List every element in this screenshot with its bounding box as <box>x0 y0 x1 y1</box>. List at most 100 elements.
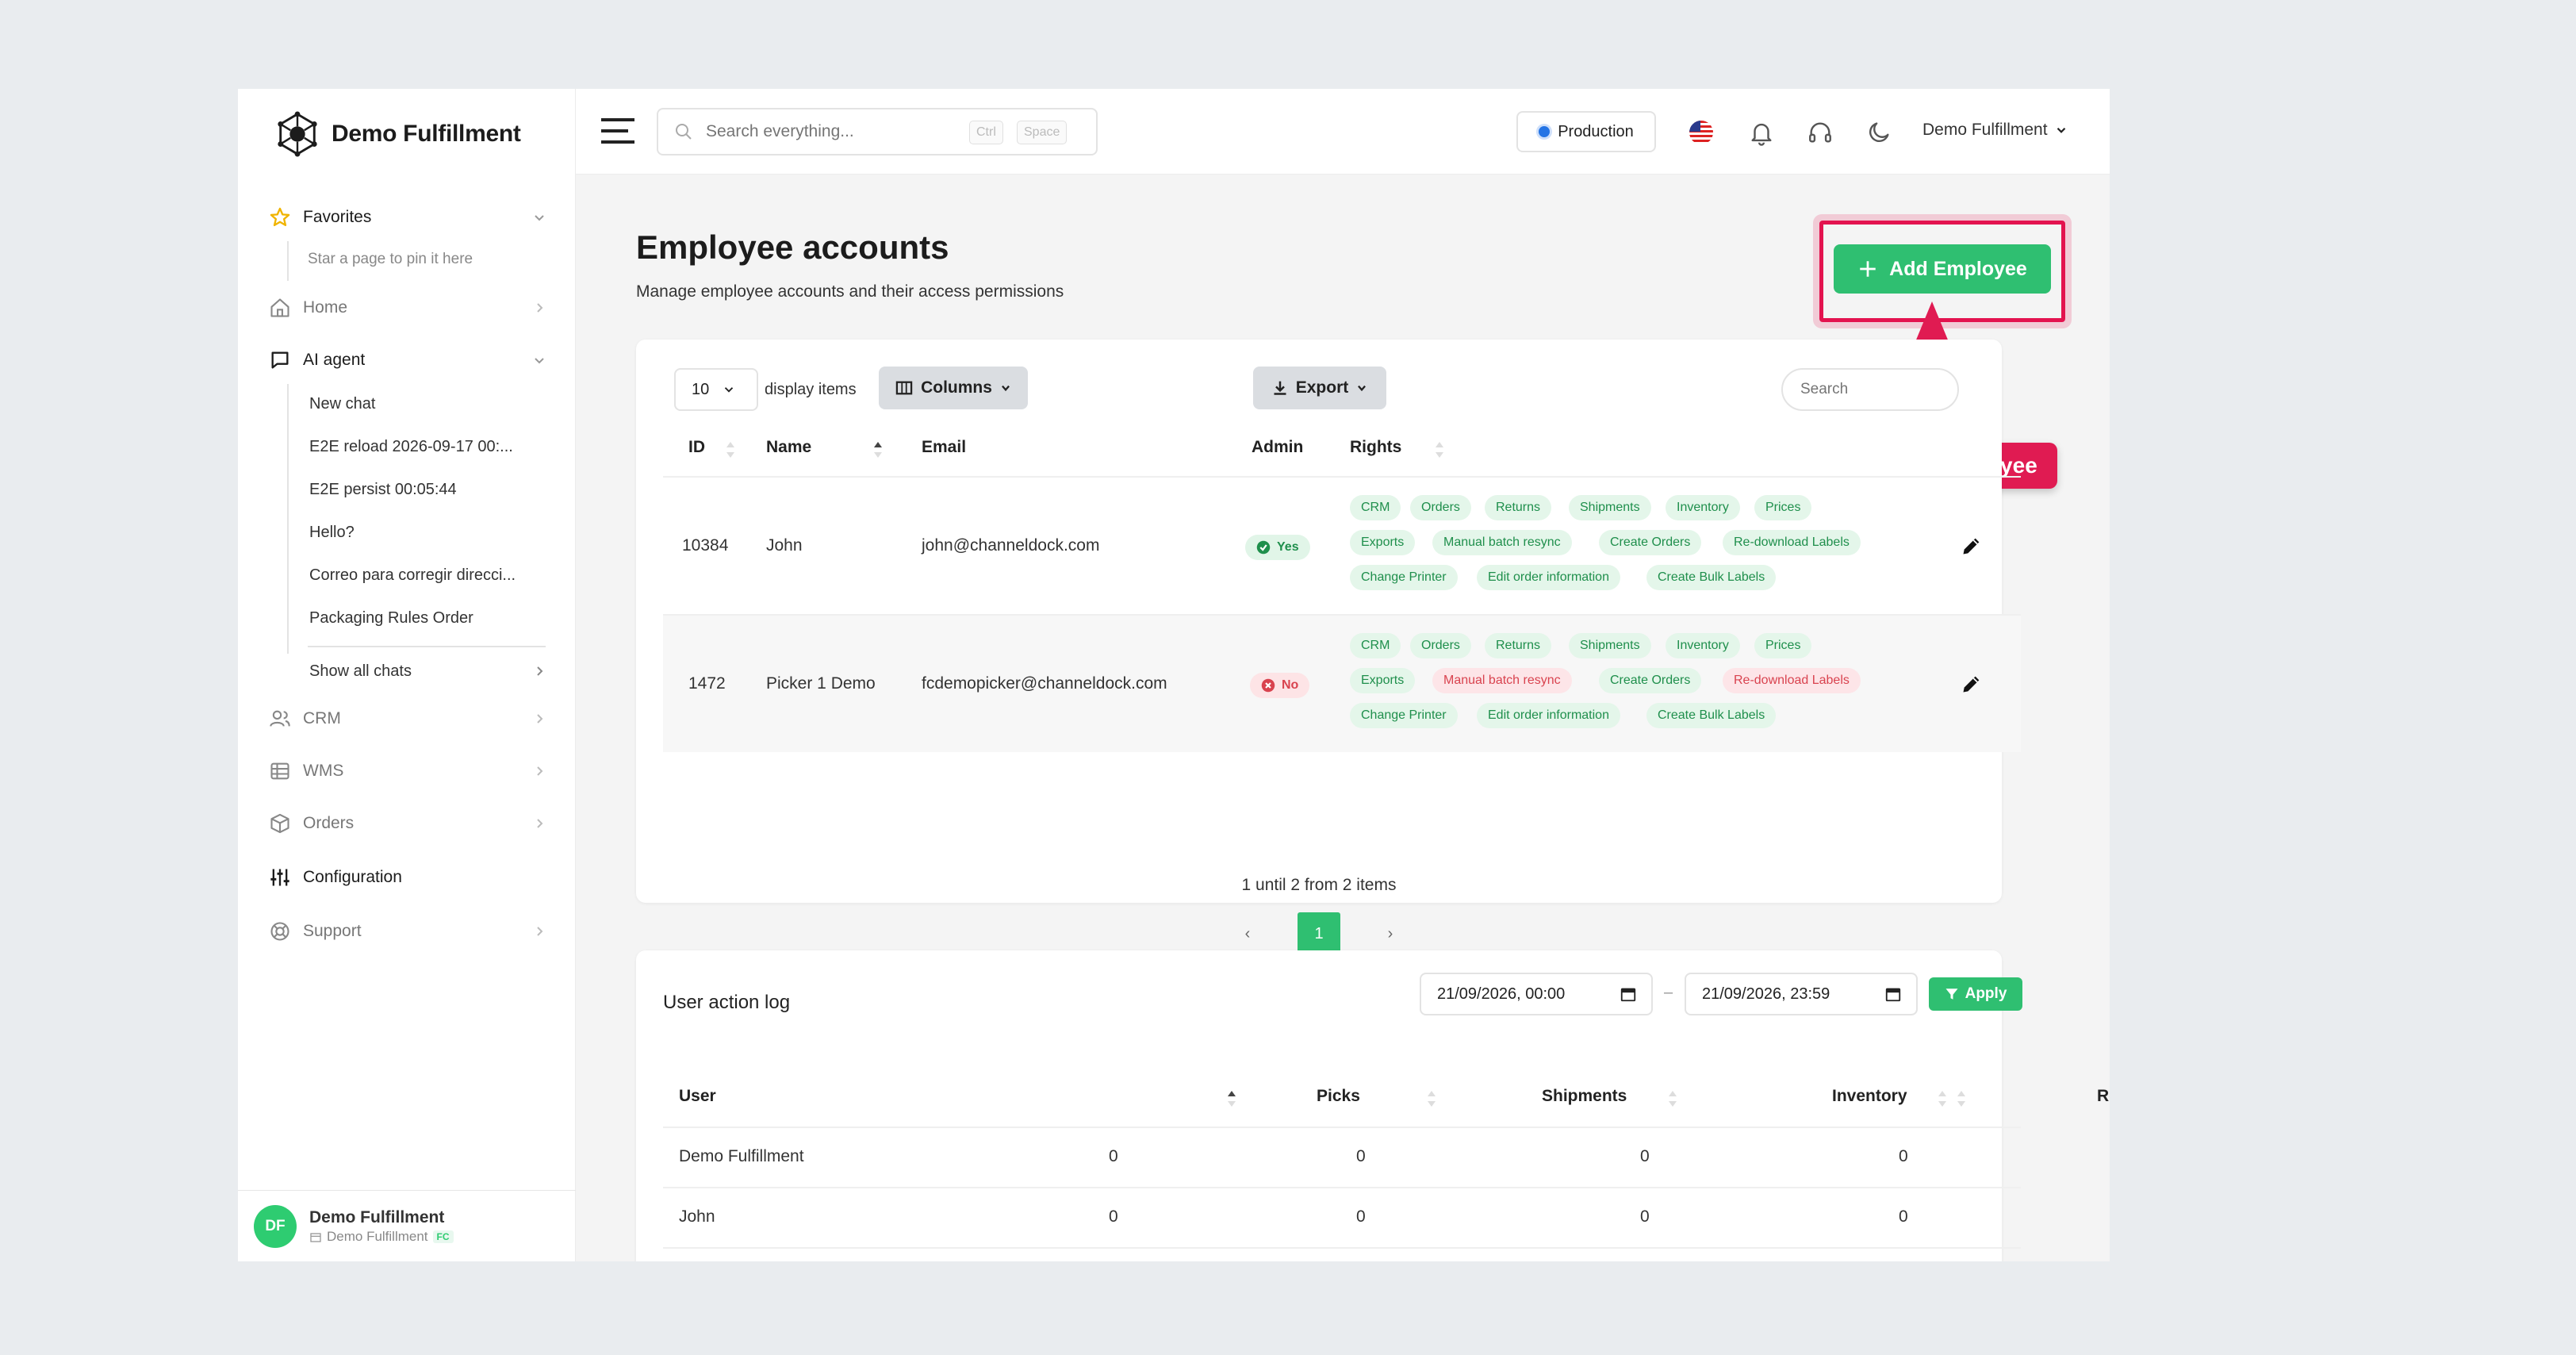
right-tag: Exports <box>1350 668 1416 693</box>
sort-icon[interactable] <box>725 440 736 460</box>
sidebar-item-label: Favorites <box>303 208 372 226</box>
chat-item[interactable]: New chat <box>309 395 376 413</box>
right-tag: CRM <box>1350 633 1401 658</box>
date-from-value: 21/09/2026, 00:00 <box>1437 985 1566 1003</box>
shortcut-key-space: Space <box>1017 121 1068 144</box>
us-flag-icon[interactable] <box>1688 119 1715 146</box>
add-employee-label: Add Employee <box>1889 257 2027 280</box>
table-row[interactable]: 10384 John john@channeldock.com Yes CRM … <box>663 476 2021 614</box>
add-employee-button[interactable]: Add Employee <box>1834 244 2051 294</box>
log-cell-returns: 0 <box>1899 1147 1908 1165</box>
right-tag: Create Bulk Labels <box>1646 565 1777 590</box>
calendar-icon <box>1620 988 1636 1002</box>
export-button[interactable]: Export <box>1253 367 1386 409</box>
chevron-right-icon <box>537 766 543 776</box>
page-size-label: display items <box>765 381 857 398</box>
sidebar-item-configuration[interactable]: Configuration <box>268 857 549 898</box>
admin-badge: Yes <box>1245 535 1310 560</box>
sidebar-item-wms[interactable]: WMS <box>268 750 549 792</box>
global-search[interactable]: Ctrl Space <box>657 108 1098 155</box>
date-from-input[interactable]: 21/09/2026, 00:00 <box>1420 973 1653 1015</box>
highlight-box <box>1819 221 2065 322</box>
sub-divider <box>287 384 289 654</box>
environment-badge[interactable]: Production <box>1516 111 1656 152</box>
right-tag: Inventory <box>1666 495 1740 520</box>
sidebar-item-orders[interactable]: Orders <box>268 803 549 844</box>
favorites-hint: Star a page to pin it here <box>308 251 473 267</box>
chat-item[interactable]: E2E persist 00:05:44 <box>309 481 457 498</box>
sort-icon[interactable] <box>1226 1088 1237 1109</box>
columns-label: Columns <box>921 378 992 397</box>
column-header-user[interactable]: User <box>679 1087 716 1105</box>
sidebar-item-crm[interactable]: CRM <box>268 698 549 739</box>
caret-down-icon <box>1358 385 1367 392</box>
chat-item[interactable]: Packaging Rules Order <box>309 609 473 627</box>
user-menu[interactable]: Demo Fulfillment <box>1922 121 2068 140</box>
column-header-inventory[interactable]: Inventory <box>1832 1087 1907 1105</box>
pencil-icon[interactable] <box>1961 673 1983 695</box>
admin-badge: No <box>1250 673 1310 698</box>
page-button[interactable]: 1 <box>1298 912 1340 955</box>
sidebar-item-home[interactable]: Home <box>268 287 549 328</box>
status-dot <box>1539 126 1551 137</box>
account-org-name: Demo Fulfillment <box>327 1228 428 1244</box>
log-cell-returns: 0 <box>1899 1207 1908 1226</box>
account-switcher[interactable]: DF Demo Fulfillment Demo Fulfillment FC <box>238 1190 576 1261</box>
avatar: DF <box>254 1204 297 1248</box>
date-separator: – <box>1664 984 1673 1001</box>
apply-filter-button[interactable]: Apply <box>1929 977 2022 1011</box>
right-tag: Prices <box>1754 495 1812 520</box>
sort-icon[interactable] <box>1426 1088 1437 1109</box>
chat-item[interactable]: Hello? <box>309 524 355 541</box>
column-header-email[interactable]: Email <box>922 438 967 456</box>
sidebar-item-ai-agent[interactable]: AI agent <box>268 340 549 381</box>
column-header-name[interactable]: Name <box>766 438 812 456</box>
headset-icon[interactable] <box>1807 119 1834 146</box>
sidebar-item-support[interactable]: Support <box>268 911 549 952</box>
page-size-select[interactable]: 10 <box>674 368 758 411</box>
columns-button[interactable]: Columns <box>879 367 1028 409</box>
employee-table-card: 10 display items Columns Export ID Name … <box>636 340 2021 955</box>
cell-email: fcdemopicker@channeldock.com <box>922 674 1167 693</box>
column-header-picks[interactable]: Picks <box>1317 1087 1360 1105</box>
menu-icon[interactable] <box>601 117 634 144</box>
sort-icon[interactable] <box>1667 1088 1678 1109</box>
plus-icon <box>1860 261 1876 277</box>
chat-item[interactable]: E2E reload 2026-09-17 00:... <box>309 438 513 455</box>
global-search-input[interactable] <box>706 122 944 141</box>
log-cell-user: Demo Fulfillment <box>679 1147 804 1165</box>
next-page-button[interactable]: › <box>1387 924 1393 942</box>
sort-icon[interactable] <box>1937 1088 1948 1109</box>
box-icon <box>268 812 292 835</box>
right-tag: Prices <box>1754 633 1812 658</box>
table-search-input[interactable] <box>1781 368 1959 411</box>
chat-icon <box>268 348 292 372</box>
date-to-input[interactable]: 21/09/2026, 23:59 <box>1685 973 1918 1015</box>
right-tag: Change Printer <box>1350 565 1458 590</box>
right-tag: Re-download Labels <box>1723 530 1861 555</box>
column-header-shipments[interactable]: Shipments <box>1542 1087 1627 1105</box>
sort-icon[interactable] <box>872 440 884 460</box>
right-tag: Change Printer <box>1350 703 1458 728</box>
pencil-icon[interactable] <box>1961 535 1983 557</box>
date-to-value: 21/09/2026, 23:59 <box>1702 985 1830 1003</box>
show-all-chats-link[interactable]: Show all chats <box>309 651 549 692</box>
prev-page-button[interactable]: ‹ <box>1244 924 1251 942</box>
chevron-right-icon <box>537 303 543 313</box>
sort-icon[interactable] <box>1434 440 1445 460</box>
log-cell-shipments: 0 <box>1356 1207 1366 1226</box>
right-tag: CRM <box>1350 495 1401 520</box>
column-header-id[interactable]: ID <box>688 438 705 456</box>
moon-icon[interactable] <box>1865 119 1892 146</box>
sidebar-item-favorites[interactable]: Favorites <box>268 197 549 238</box>
sort-icon[interactable] <box>1956 1088 1967 1109</box>
log-cell-user: John <box>679 1207 715 1226</box>
column-header-rights: Rights <box>1350 438 1402 456</box>
column-header-returns[interactable]: Returns <box>2097 1087 2110 1105</box>
brand-logo[interactable]: Demo Fulfillment <box>274 108 521 160</box>
table-row[interactable]: 1472 Picker 1 Demo fcdemopicker@channeld… <box>663 614 2021 752</box>
bell-icon[interactable] <box>1748 119 1775 146</box>
app-window: Demo Fulfillment Favorites Star a page t… <box>238 89 2110 1261</box>
chat-item[interactable]: Correo para corregir direcci... <box>309 566 516 584</box>
sidebar-item-label: Configuration <box>303 868 402 886</box>
